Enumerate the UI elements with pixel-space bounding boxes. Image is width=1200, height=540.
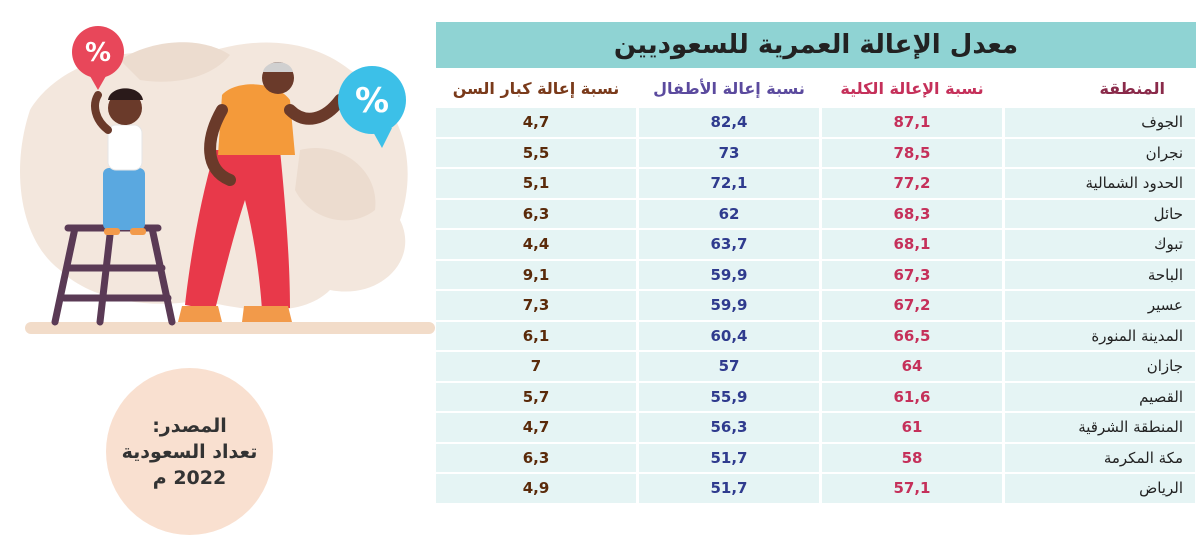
column-header-total: نسبة الإعالة الكلية	[840, 78, 984, 98]
source-note: المصدر: تعداد السعودية 2022 م	[106, 368, 273, 535]
cell-elderly: 5,5	[436, 138, 636, 169]
cell-total: 61	[822, 413, 1002, 444]
cell-total: 58	[822, 443, 1002, 474]
cell-children: 57	[639, 352, 819, 383]
cell-children: 56,3	[639, 413, 819, 444]
table-row: تبوك 68,1 63,7 4,4	[436, 230, 1195, 261]
cell-children: 73	[639, 138, 819, 169]
dependency-table: معدل الإعالة العمرية للسعوديين المنطقة ن…	[436, 22, 1196, 505]
cell-total: 57,1	[822, 474, 1002, 505]
cell-elderly: 6,3	[436, 199, 636, 230]
cell-total: 68,3	[822, 199, 1002, 230]
illustration: % %	[20, 26, 435, 334]
cell-children: 59,9	[639, 260, 819, 291]
table-row: نجران 78,5 73 5,5	[436, 138, 1195, 169]
cell-region: مكة المكرمة	[1005, 443, 1195, 474]
cell-region: القصيم	[1005, 382, 1195, 413]
cell-elderly: 5,7	[436, 382, 636, 413]
cell-region: المنطقة الشرقية	[1005, 413, 1195, 444]
cell-total: 67,2	[822, 291, 1002, 322]
cell-total: 61,6	[822, 382, 1002, 413]
percent-sign-right: %	[355, 81, 389, 121]
cell-elderly: 5,1	[436, 169, 636, 200]
table-row: مكة المكرمة 58 51,7 6,3	[436, 443, 1195, 474]
cell-region: عسير	[1005, 291, 1195, 322]
table-row: عسير 67,2 59,9 7,3	[436, 291, 1195, 322]
table-row: المدينة المنورة 66,5 60,4 6,1	[436, 321, 1195, 352]
percent-sign-left: %	[85, 38, 111, 68]
cell-region: الحدود الشمالية	[1005, 169, 1195, 200]
cell-total: 64	[822, 352, 1002, 383]
table-title: معدل الإعالة العمرية للسعوديين	[436, 22, 1196, 68]
cell-total: 68,1	[822, 230, 1002, 261]
column-header-elderly: نسبة إعالة كبار السن	[452, 78, 620, 98]
cell-elderly: 4,4	[436, 230, 636, 261]
cell-region: نجران	[1005, 138, 1195, 169]
cell-children: 82,4	[639, 108, 819, 139]
adult-figure	[178, 62, 346, 322]
cell-elderly: 4,7	[436, 413, 636, 444]
cell-region: الرياض	[1005, 474, 1195, 505]
cell-total: 78,5	[822, 138, 1002, 169]
percent-badge-left: %	[72, 26, 124, 90]
cell-children: 51,7	[639, 443, 819, 474]
cell-elderly: 6,1	[436, 321, 636, 352]
cell-region: الباحة	[1005, 260, 1195, 291]
cell-elderly: 4,9	[436, 474, 636, 505]
cell-children: 59,9	[639, 291, 819, 322]
table-row: الرياض 57,1 51,7 4,9	[436, 474, 1195, 505]
cell-children: 51,7	[639, 474, 819, 505]
child-figure	[91, 88, 146, 235]
cell-children: 55,9	[639, 382, 819, 413]
cell-region: الجوف	[1005, 108, 1195, 139]
cell-region: حائل	[1005, 199, 1195, 230]
table-row: الجوف 87,1 82,4 4,7	[436, 108, 1195, 139]
table-row: الحدود الشمالية 77,2 72,1 5,1	[436, 169, 1195, 200]
source-label: المصدر:	[152, 414, 227, 437]
cell-total: 87,1	[822, 108, 1002, 139]
cell-elderly: 4,7	[436, 108, 636, 139]
cell-elderly: 7	[436, 352, 636, 383]
cell-children: 62	[639, 199, 819, 230]
cell-total: 66,5	[822, 321, 1002, 352]
cell-elderly: 6,3	[436, 443, 636, 474]
percent-badge-right: %	[338, 66, 406, 148]
column-header-children: نسبة إعالة الأطفال	[653, 78, 805, 98]
table-row: جازان 64 57 7	[436, 352, 1195, 383]
data-table: المنطقة نسبة الإعالة الكلية نسبة إعالة ا…	[433, 68, 1198, 505]
cell-region: تبوك	[1005, 230, 1195, 261]
table-row: الباحة 67,3 59,9 9,1	[436, 260, 1195, 291]
source-year: 2022 م	[152, 466, 227, 489]
table-row: القصيم 61,6 55,9 5,7	[436, 382, 1195, 413]
cell-total: 67,3	[822, 260, 1002, 291]
cell-elderly: 9,1	[436, 260, 636, 291]
cell-children: 63,7	[639, 230, 819, 261]
ground-strip	[25, 322, 435, 334]
column-header-region: المنطقة	[1099, 78, 1165, 98]
table-body: الجوف 87,1 82,4 4,7 نجران 78,5 73 5,5 الحدود الش…	[436, 108, 1195, 505]
cell-elderly: 7,3	[436, 291, 636, 322]
cell-total: 77,2	[822, 169, 1002, 200]
header-row: المنطقة نسبة الإعالة الكلية نسبة إعالة ا…	[436, 68, 1195, 108]
source-name: تعداد السعودية	[121, 440, 258, 463]
table-row: المنطقة الشرقية 61 56,3 4,7	[436, 413, 1195, 444]
cell-children: 72,1	[639, 169, 819, 200]
cell-region: جازان	[1005, 352, 1195, 383]
table-row: حائل 68,3 62 6,3	[436, 199, 1195, 230]
cell-region: المدينة المنورة	[1005, 321, 1195, 352]
cell-children: 60,4	[639, 321, 819, 352]
